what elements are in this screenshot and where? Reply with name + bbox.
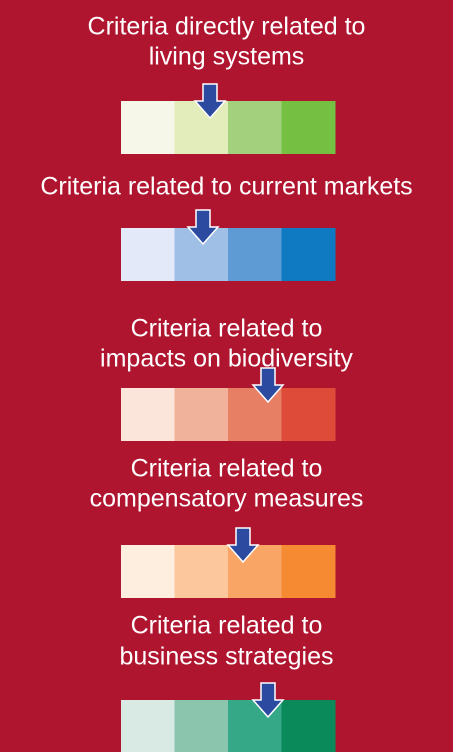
section-title: impacts on biodiversity bbox=[100, 345, 353, 373]
color-swatch bbox=[228, 228, 282, 281]
section-title: Criteria related to bbox=[131, 455, 323, 483]
arrow bbox=[251, 682, 285, 719]
color-swatch bbox=[174, 700, 229, 752]
section-title: compensatory measures bbox=[90, 485, 364, 513]
color-swatch bbox=[121, 700, 175, 752]
section-title: business strategies bbox=[119, 643, 333, 671]
section-title: Criteria related to current markets bbox=[40, 173, 412, 201]
color-swatch bbox=[174, 388, 229, 441]
color-swatch bbox=[174, 545, 229, 598]
section-title: Criteria related to bbox=[131, 315, 323, 343]
arrow bbox=[226, 527, 260, 564]
color-swatch bbox=[121, 388, 175, 441]
color-swatch bbox=[281, 228, 336, 281]
color-swatch bbox=[228, 101, 282, 154]
color-swatch bbox=[121, 228, 175, 281]
color-swatch bbox=[281, 700, 336, 752]
section-title: Criteria directly related to bbox=[88, 13, 366, 41]
section-title: living systems bbox=[149, 43, 305, 71]
color-swatch bbox=[281, 545, 336, 598]
color-swatch bbox=[174, 101, 229, 154]
color-swatch bbox=[121, 101, 175, 154]
color-swatch bbox=[121, 545, 175, 598]
color-swatch bbox=[281, 388, 336, 441]
arrow bbox=[193, 83, 227, 120]
color-swatch bbox=[281, 101, 336, 154]
section-title: Criteria related to bbox=[131, 612, 323, 640]
arrow bbox=[186, 209, 220, 246]
arrow bbox=[251, 367, 285, 404]
